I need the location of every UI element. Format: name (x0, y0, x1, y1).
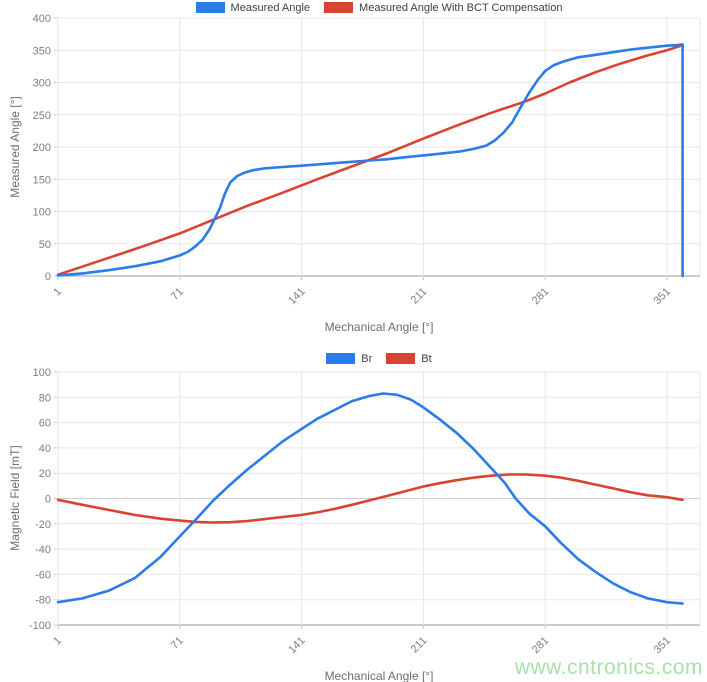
x-tick-label: 281 (530, 286, 551, 307)
x-tick-label: 71 (169, 635, 186, 652)
legend-label-br: Br (361, 352, 373, 365)
y-tick-label: 80 (39, 392, 51, 404)
field-chart-plot: -100 -80 -60 -40 -20 0 20 40 60 80 100 1 71 141 211 281… (29, 367, 701, 656)
x-tick-label: 211 (409, 286, 430, 307)
x-tick-label: 141 (286, 635, 307, 656)
y-tick-label: 0 (45, 494, 51, 506)
legend-item-br[interactable]: Br (326, 353, 372, 365)
legend-item-measured-angle[interactable]: Measured Angle (195, 1, 311, 14)
y-tick-label: -20 (35, 519, 51, 531)
gridlines (54, 371, 701, 629)
legend-swatch-br (326, 353, 356, 364)
y-tick-label: -100 (29, 620, 51, 632)
y-tick-label: 100 (33, 207, 51, 219)
legend-item-bct-compensation[interactable]: Measured Angle With BCT Compensation (324, 2, 562, 14)
legend-swatch-bt (386, 353, 416, 364)
y-tick-label: 100 (33, 367, 51, 379)
gridlines (54, 17, 701, 280)
angle-chart-plot: 0 50 100 150 200 250 300 350 400 1 71 141 211 281 351 (33, 13, 701, 307)
y-tick-label: 40 (39, 443, 51, 455)
y-tick-label: 300 (33, 78, 51, 90)
y-tick-label: 60 (39, 418, 51, 430)
magnetic-field-chart: Br Bt -100 -80 -60 -40 -20 0 20 40 60 80 100 1 71 141… (0, 330, 707, 682)
x-tick-label: 351 (652, 286, 673, 307)
field-chart-x-axis-title: Mechanical Angle [°] (324, 669, 434, 682)
y-tick-label: 200 (33, 142, 51, 154)
series-line-measured-angle-with-bct-compensation (56, 43, 684, 277)
y-tick-label: 20 (39, 468, 51, 480)
measured-angle-chart: Measured Angle Measured Angle With BCT C… (0, 0, 707, 334)
series-line-bt (56, 473, 684, 524)
angle-chart-x-axis-title: Mechanical Angle [°] (324, 320, 434, 334)
y-tick-label: -80 (35, 595, 51, 607)
y-tick-label: 250 (33, 110, 51, 122)
watermark: www.cntronics.com (514, 656, 703, 679)
legend-label-bct-compensation: Measured Angle With BCT Compensation (359, 1, 563, 14)
x-tick-label: 141 (286, 286, 307, 307)
x-tick-label: 281 (530, 635, 551, 656)
y-tick-label: 150 (33, 174, 51, 186)
legend-swatch-bct-compensation (324, 2, 354, 13)
series-line-measured-angle (56, 43, 684, 278)
x-tick-label: 1 (51, 635, 64, 648)
y-tick-label: 350 (33, 45, 51, 57)
series-line-br (56, 392, 684, 605)
y-tick-label: -60 (35, 569, 51, 581)
y-tick-label: 50 (39, 239, 51, 251)
angle-chart-legend: Measured Angle Measured Angle With BCT C… (58, 1, 700, 14)
angle-chart-y-axis-title: Measured Angle [°] (8, 96, 22, 198)
y-tick-label: 0 (45, 271, 51, 283)
field-chart-y-axis-title: Magnetic Field [mT] (8, 445, 22, 551)
legend-item-bt[interactable]: Bt (386, 352, 432, 365)
legend-label-measured-angle: Measured Angle (230, 1, 311, 14)
x-tick-label: 351 (652, 635, 673, 656)
x-tick-label: 1 (51, 286, 64, 299)
x-tick-label: 211 (409, 635, 430, 656)
y-tick-label: -40 (35, 544, 51, 556)
x-tick-label: 71 (169, 286, 186, 303)
field-chart-legend: Br Bt (58, 352, 700, 365)
legend-label-bt: Bt (421, 352, 432, 365)
legend-swatch-measured-angle (195, 2, 225, 13)
y-tick-label: 400 (33, 13, 51, 25)
